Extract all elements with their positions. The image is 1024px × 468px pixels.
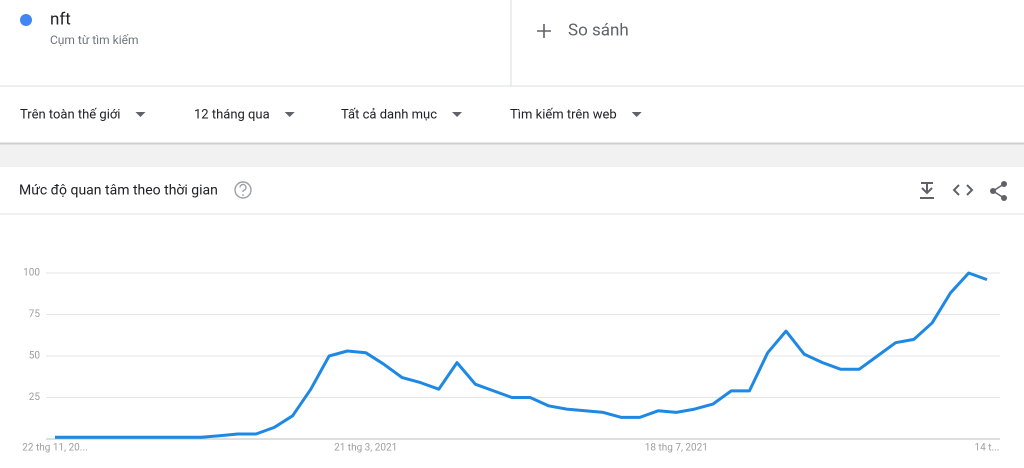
x-tick-label: 18 thg 7, 2021 [645,443,708,454]
term-type: Cụm từ tìm kiếm [50,33,139,47]
gap [0,143,1024,167]
compare-button[interactable]: So sánh [568,20,629,40]
y-tick-label: 75 [29,309,41,320]
dropdown-arrow[interactable] [631,112,642,117]
filter-dropdown[interactable]: Trên toàn thế giới [20,107,120,122]
plus-icon[interactable] [537,24,551,38]
filter-dropdown[interactable]: Tìm kiếm trên web [510,107,617,122]
help-icon[interactable] [234,181,252,199]
filter-dropdown[interactable]: Tất cả danh mục [341,107,437,122]
trend-line [55,271,988,439]
chart: 25 50 75 100 22 thg 11, 20... 21 thg 3, 2021 1… [22,268,1000,454]
dropdown-arrow[interactable] [452,112,463,117]
dropdown-arrow[interactable] [284,112,295,117]
embed-icon[interactable] [952,184,974,196]
y-tick-label: 100 [23,268,40,279]
term[interactable]: nft [50,9,71,29]
y-tick-label: 25 [29,392,41,403]
filter-dropdown[interactable]: 12 tháng qua [194,107,270,122]
x-tick-label: 22 thg 11, 20... [22,443,87,454]
x-tick-label: 14 t... [975,443,1000,454]
y-tick-label: 50 [29,351,41,362]
filter-bar: Trên toàn thế giới 12 tháng qua Tất cả dan… [20,107,642,122]
download-icon[interactable] [920,182,934,199]
share-icon[interactable] [990,181,1007,201]
term-dot [20,14,32,26]
card-title: Mức độ quan tâm theo thời gian [19,183,218,199]
x-tick-label: 21 thg 3, 2021 [334,443,397,454]
dropdown-arrow[interactable] [135,112,146,117]
